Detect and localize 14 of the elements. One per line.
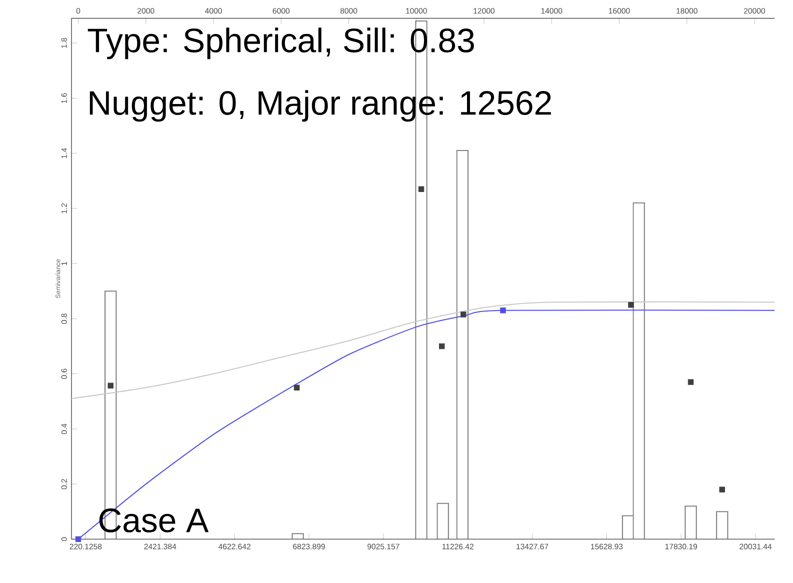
- annotation: Type: Spherical, Sill: 0.83: [88, 27, 474, 59]
- point: [418, 186, 424, 192]
- point: [108, 382, 114, 388]
- point: [294, 384, 300, 390]
- point: [628, 302, 634, 308]
- annotation: Case A: [99, 508, 209, 532]
- point: [719, 486, 725, 492]
- point: [460, 311, 466, 318]
- line-series: [71, 301, 775, 399]
- point: [438, 343, 445, 349]
- point: [688, 378, 694, 385]
- point: [500, 307, 506, 314]
- annotation: Nugget: 0, Major range: 12562: [90, 90, 551, 122]
- point: [75, 536, 82, 542]
